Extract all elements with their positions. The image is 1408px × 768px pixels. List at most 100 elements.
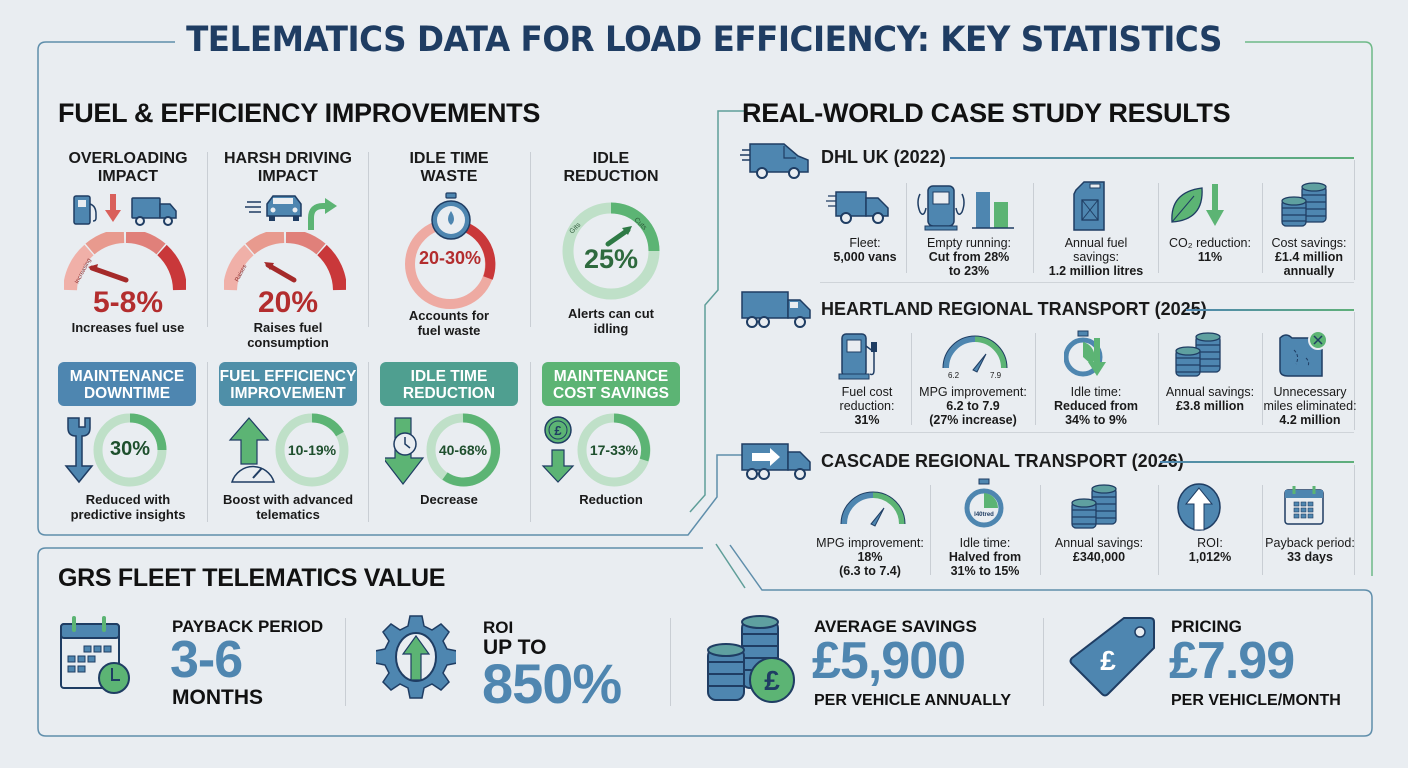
card-title: IDLE REDUCTION — [563, 150, 659, 185]
coin-stack-icon — [1175, 332, 1221, 377]
stat-value: 30% — [109, 438, 151, 460]
stopwatch-icon: I40tred — [964, 478, 1004, 528]
card-idle-reduction: IDLE REDUCTION — [530, 150, 692, 186]
harsh-driving-value-block: 20% Raises fuel consumption — [208, 286, 368, 350]
case-stat-roi: ROI: 1,012% — [1188, 536, 1232, 564]
divider — [1354, 465, 1355, 575]
divider — [670, 618, 671, 706]
fuel-pump-down-arrow-truck-icon — [73, 194, 177, 226]
divider — [1354, 312, 1355, 430]
badge-maintenance-downtime: MAINTENANCE DOWNTIME — [58, 362, 196, 406]
rule — [950, 157, 1354, 159]
stat-value: 25% — [583, 244, 639, 274]
badge-idle-time-reduction: IDLE TIME REDUCTION — [380, 362, 518, 406]
metric-value: £7.99 — [1169, 632, 1295, 690]
rule — [1160, 461, 1354, 463]
speeding-car-up-arrow-icon — [245, 195, 337, 230]
rule — [1186, 309, 1354, 311]
maintenance-downtime-desc: Reduced with predictive insights — [70, 492, 186, 522]
stat-description: Alerts can cut idling — [568, 306, 654, 336]
fuel-efficiency-desc: Boost with advanced telematics — [222, 492, 354, 522]
pound-coin-down-arrow-icon: £ — [541, 416, 575, 483]
maintenance-cost-desc: Reduction — [579, 492, 643, 507]
card-title: IDLE TIME WASTE — [409, 150, 489, 185]
idle-time-reduction-desc: Decrease — [420, 492, 478, 507]
divider — [911, 333, 912, 425]
stat-value: 5-8% — [92, 286, 164, 319]
rule — [820, 282, 1354, 283]
divider — [1262, 485, 1263, 575]
case-stat-annual-savings: Annual savings: £3.8 million — [1165, 385, 1255, 413]
case-stat-cost-savings: Cost savings: £1.4 million annually — [1271, 236, 1347, 278]
case-study-title: HEARTLAND REGIONAL TRANSPORT (2025) — [821, 299, 1207, 319]
gear-up-arrow-icon — [376, 615, 456, 699]
case-stat-empty-running: Empty running: Cut from 28% to 23% — [926, 236, 1012, 278]
divider — [530, 362, 531, 522]
metric-label: PRICING — [1171, 617, 1242, 636]
metric-label: PAYBACK PERIOD — [172, 617, 324, 636]
metric-sub: PER VEHICLE/MONTH — [1171, 692, 1341, 709]
divider — [368, 362, 369, 522]
stat-description: Accounts for fuel waste — [408, 308, 490, 338]
metric-value: 850% — [482, 652, 622, 715]
progress-ring — [275, 413, 349, 487]
metric-sub: MONTHS — [172, 686, 263, 709]
van-icon — [826, 191, 889, 224]
divider — [1040, 485, 1041, 575]
case-stat-mpg: MPG improvement: 6.2 to 7.9 (27% increase) — [919, 385, 1027, 427]
divider — [530, 152, 531, 327]
rule — [820, 432, 1354, 433]
map-cancel-icon — [1279, 330, 1328, 377]
stat-description: Increases fuel use — [71, 320, 185, 335]
overloading-value-block: 5-8% Increases fuel use — [48, 286, 208, 335]
case-study-title: DHL UK (2022) — [821, 147, 946, 167]
divider — [1035, 333, 1036, 425]
speedometer-icon — [840, 491, 906, 527]
divider — [1262, 183, 1263, 273]
divider — [1158, 485, 1159, 575]
price-tag-pound-icon: £ — [1069, 617, 1155, 697]
truck-icon — [741, 291, 811, 328]
up-arrow-circle-icon — [1177, 483, 1221, 531]
divider — [1158, 183, 1159, 273]
case-stat-payback: Payback period: 33 days — [1265, 536, 1355, 564]
divider — [1043, 618, 1044, 706]
divider — [1158, 333, 1159, 425]
metric-label: ROI — [483, 618, 514, 637]
idle-waste-desc-block: Accounts for fuel waste — [368, 308, 530, 338]
metric-label-2: UP TO — [483, 636, 547, 659]
svg-text:6.2: 6.2 — [948, 371, 960, 380]
metric-sub: PER VEHICLE ANNUALLY — [814, 692, 1012, 709]
semi-gauge-icon: Increasing — [64, 232, 186, 291]
stat-value: 20-30% — [418, 248, 482, 268]
stat-value: 40-68% — [438, 442, 488, 458]
stat-description: Raises fuel consumption — [247, 320, 329, 350]
fuel-pump-icon — [838, 333, 877, 380]
divider — [1354, 160, 1355, 280]
badge-maintenance-cost-savings: MAINTENANCE COST SAVINGS — [542, 362, 680, 406]
semi-gauge-icon: Raises — [224, 232, 346, 291]
divider — [207, 152, 208, 327]
badge-fuel-efficiency-improvement: FUEL EFFICIENCY IMPROVEMENT — [219, 362, 357, 406]
stat-value: 10-19% — [287, 442, 337, 458]
stat-value: 20% — [257, 286, 319, 319]
card-title: HARSH DRIVING IMPACT — [223, 150, 352, 185]
stat-value: 17-33% — [589, 442, 639, 458]
divider — [207, 362, 208, 522]
value-section-title: GRS FLEET TELEMATICS VALUE — [58, 564, 446, 592]
down-arrow-stopwatch-icon — [385, 417, 425, 485]
coins-pound-icon: £ — [707, 615, 795, 703]
case-stat-mpg: MPG improvement: 18% (6.3 to 7.4) — [816, 536, 924, 578]
case-stat-idle-time: Idle time: Reduced from 34% to 9% — [1053, 385, 1139, 427]
metric-value: £5,900 — [812, 632, 966, 690]
case-section-title: REAL-WORLD CASE STUDY RESULTS — [742, 98, 1231, 128]
metric-value: 3-6 — [170, 631, 243, 689]
wrench-down-arrow-icon — [64, 417, 94, 484]
svg-text:I40tred: I40tred — [974, 512, 994, 518]
case-stat-co2-reduction: CO₂ reduction: 11% — [1169, 236, 1251, 264]
progress-ring — [577, 413, 651, 487]
calendar-icon — [1284, 486, 1324, 525]
idle-reduction-desc-block: Alerts can cut idling — [530, 306, 692, 336]
card-overloading-impact: OVERLOADING IMPACT — [48, 150, 208, 186]
truck-arrow-icon — [741, 443, 811, 480]
